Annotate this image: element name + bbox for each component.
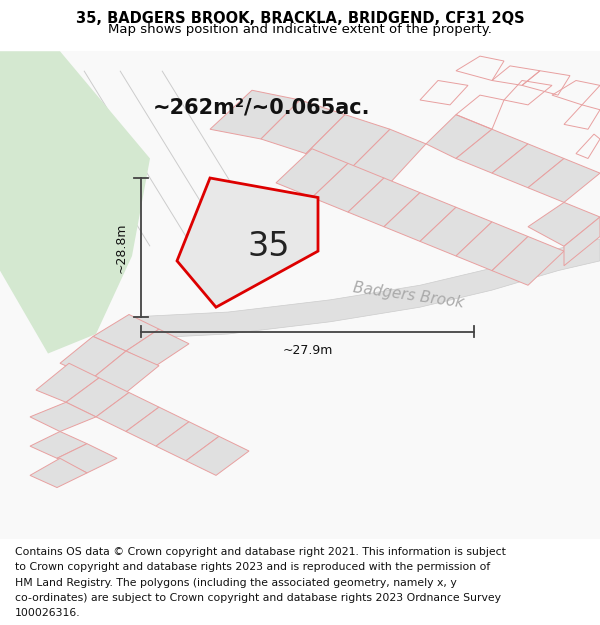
Polygon shape [96, 392, 159, 431]
Text: 100026316.: 100026316. [15, 608, 80, 618]
Polygon shape [186, 436, 249, 476]
Polygon shape [348, 178, 420, 227]
Text: ~262m²/~0.065ac.: ~262m²/~0.065ac. [153, 98, 371, 118]
Polygon shape [36, 363, 99, 403]
Polygon shape [420, 208, 492, 256]
Polygon shape [0, 51, 150, 354]
Text: to Crown copyright and database rights 2023 and is reproduced with the permissio: to Crown copyright and database rights 2… [15, 562, 490, 572]
Polygon shape [492, 144, 564, 188]
Polygon shape [456, 222, 528, 271]
Polygon shape [312, 163, 384, 212]
Polygon shape [276, 149, 348, 198]
Text: ~28.8m: ~28.8m [115, 222, 128, 272]
Polygon shape [306, 114, 390, 168]
Polygon shape [93, 351, 159, 392]
Polygon shape [30, 458, 87, 488]
Polygon shape [210, 90, 300, 139]
Text: HM Land Registry. The polygons (including the associated geometry, namely x, y: HM Land Registry. The polygons (includin… [15, 578, 457, 587]
Polygon shape [132, 239, 600, 339]
Polygon shape [261, 100, 345, 154]
Polygon shape [93, 314, 159, 351]
Polygon shape [528, 202, 600, 246]
Text: Contains OS data © Crown copyright and database right 2021. This information is : Contains OS data © Crown copyright and d… [15, 548, 506, 558]
Text: 35, BADGERS BROOK, BRACKLA, BRIDGEND, CF31 2QS: 35, BADGERS BROOK, BRACKLA, BRIDGEND, CF… [76, 11, 524, 26]
Polygon shape [351, 129, 426, 183]
Polygon shape [66, 378, 129, 417]
Text: 35: 35 [248, 230, 290, 262]
Polygon shape [426, 114, 492, 159]
Polygon shape [177, 178, 318, 307]
Polygon shape [57, 444, 117, 473]
Polygon shape [492, 236, 564, 285]
Text: Badgers Brook: Badgers Brook [352, 280, 464, 310]
Polygon shape [156, 422, 219, 461]
Text: Map shows position and indicative extent of the property.: Map shows position and indicative extent… [108, 23, 492, 36]
Polygon shape [564, 217, 600, 266]
Polygon shape [126, 329, 189, 366]
Polygon shape [456, 129, 528, 173]
Text: ~27.9m: ~27.9m [283, 344, 332, 357]
Polygon shape [384, 192, 456, 241]
Polygon shape [30, 431, 87, 458]
Polygon shape [30, 402, 96, 431]
Polygon shape [60, 336, 126, 378]
Text: co-ordinates) are subject to Crown copyright and database rights 2023 Ordnance S: co-ordinates) are subject to Crown copyr… [15, 592, 501, 602]
Polygon shape [528, 159, 600, 202]
Polygon shape [126, 407, 189, 446]
